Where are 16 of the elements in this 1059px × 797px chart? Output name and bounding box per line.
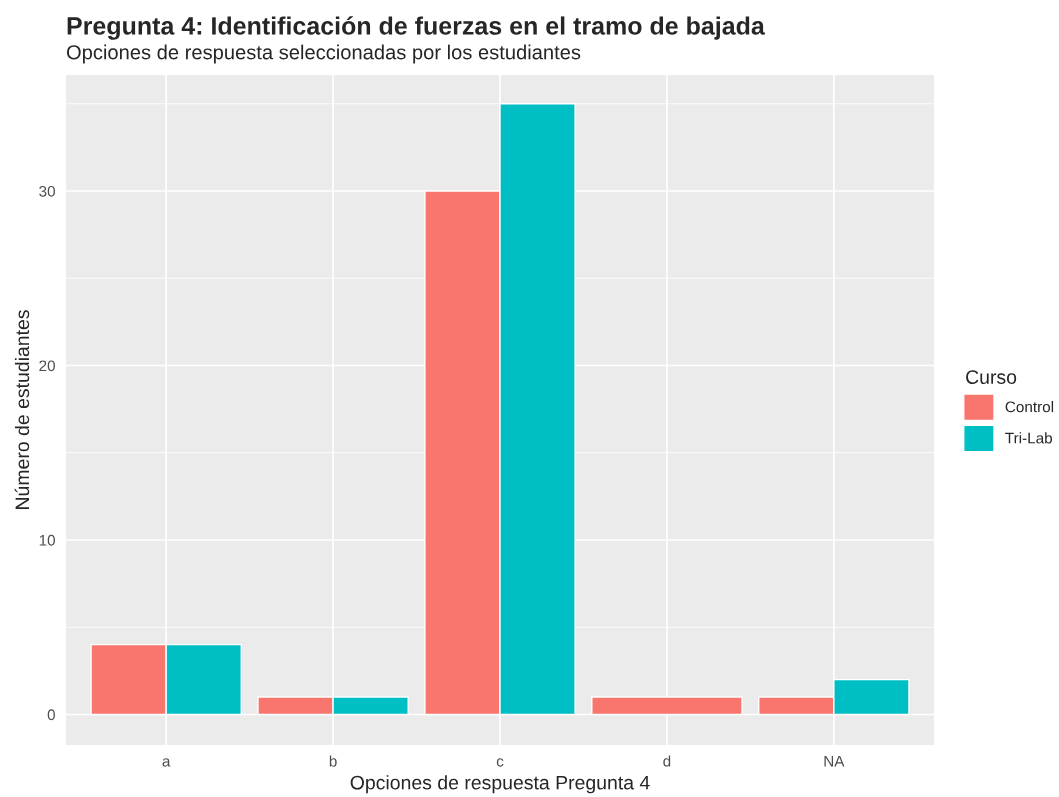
x-tick-label: a: [162, 758, 171, 767]
y-tick-label: 20: [39, 360, 55, 372]
chart-title: Pregunta 4: Identificación de fuerzas en el tramo de bajada: [67, 16, 765, 40]
y-axis-title: Número de estudiantes: [14, 310, 30, 509]
legend-title: Curso: [966, 370, 1017, 384]
x-tick-label: b: [329, 755, 337, 767]
y-tick-label: 30: [39, 185, 55, 197]
legend-label: Control: [1005, 401, 1054, 413]
y-tick-label: 10: [39, 534, 55, 546]
x-axis-title: Opciones de respuesta Pregunta 4: [350, 775, 650, 794]
x-tick-label: NA: [824, 755, 845, 767]
x-tick-label: c: [496, 758, 504, 767]
chart-subtitle: Opciones de respuesta seleccionadas por los estudiantes: [66, 44, 581, 64]
x-tick-label: d: [663, 755, 671, 767]
legend-label: Tri-Lab: [1005, 432, 1053, 444]
y-tick-label: 0: [47, 709, 55, 721]
